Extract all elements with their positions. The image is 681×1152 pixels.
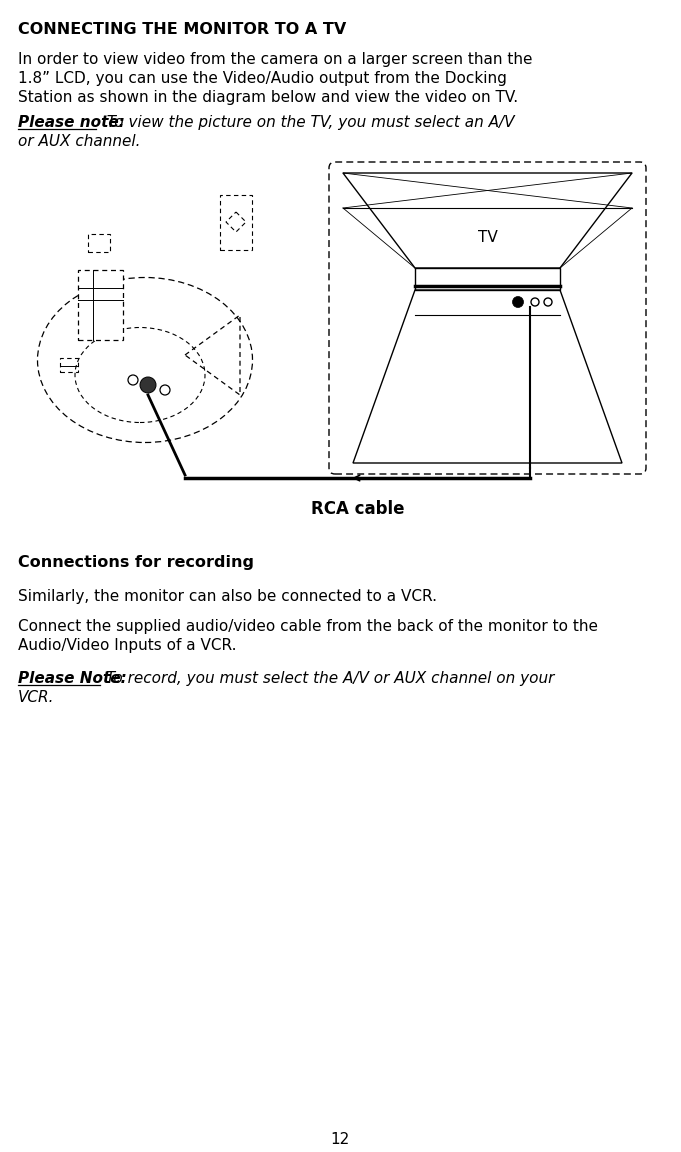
Text: 12: 12 [330, 1132, 349, 1147]
Text: Please Note:: Please Note: [18, 670, 127, 685]
Text: Similarly, the monitor can also be connected to a VCR.: Similarly, the monitor can also be conne… [18, 589, 437, 604]
Text: Station as shown in the diagram below and view the video on TV.: Station as shown in the diagram below an… [18, 90, 518, 105]
Text: Connections for recording: Connections for recording [18, 555, 254, 570]
Text: RCA cable: RCA cable [311, 500, 405, 518]
Text: VCR.: VCR. [18, 690, 54, 705]
Text: TV: TV [477, 230, 497, 245]
Bar [60, 358, 78, 372]
Text: To view the picture on the TV, you must select an A/V: To view the picture on the TV, you must … [97, 115, 515, 130]
Bar [88, 234, 110, 252]
Text: 1.8” LCD, you can use the Video/Audio output from the Docking: 1.8” LCD, you can use the Video/Audio ou… [18, 71, 507, 86]
Circle shape [513, 296, 524, 308]
Text: To record, you must select the A/V or AUX channel on your: To record, you must select the A/V or AU… [101, 670, 554, 685]
Text: Please note:: Please note: [18, 115, 125, 130]
Bar [415, 268, 560, 290]
Bar [78, 270, 123, 340]
Text: Audio/Video Inputs of a VCR.: Audio/Video Inputs of a VCR. [18, 638, 236, 653]
Bar [220, 195, 252, 250]
Text: or AUX channel.: or AUX channel. [18, 134, 140, 149]
Text: CONNECTING THE MONITOR TO A TV: CONNECTING THE MONITOR TO A TV [18, 22, 346, 37]
Text: Connect the supplied audio/video cable from the back of the monitor to the: Connect the supplied audio/video cable f… [18, 619, 598, 634]
Text: In order to view video from the camera on a larger screen than the: In order to view video from the camera o… [18, 52, 533, 67]
Circle shape [140, 377, 156, 393]
